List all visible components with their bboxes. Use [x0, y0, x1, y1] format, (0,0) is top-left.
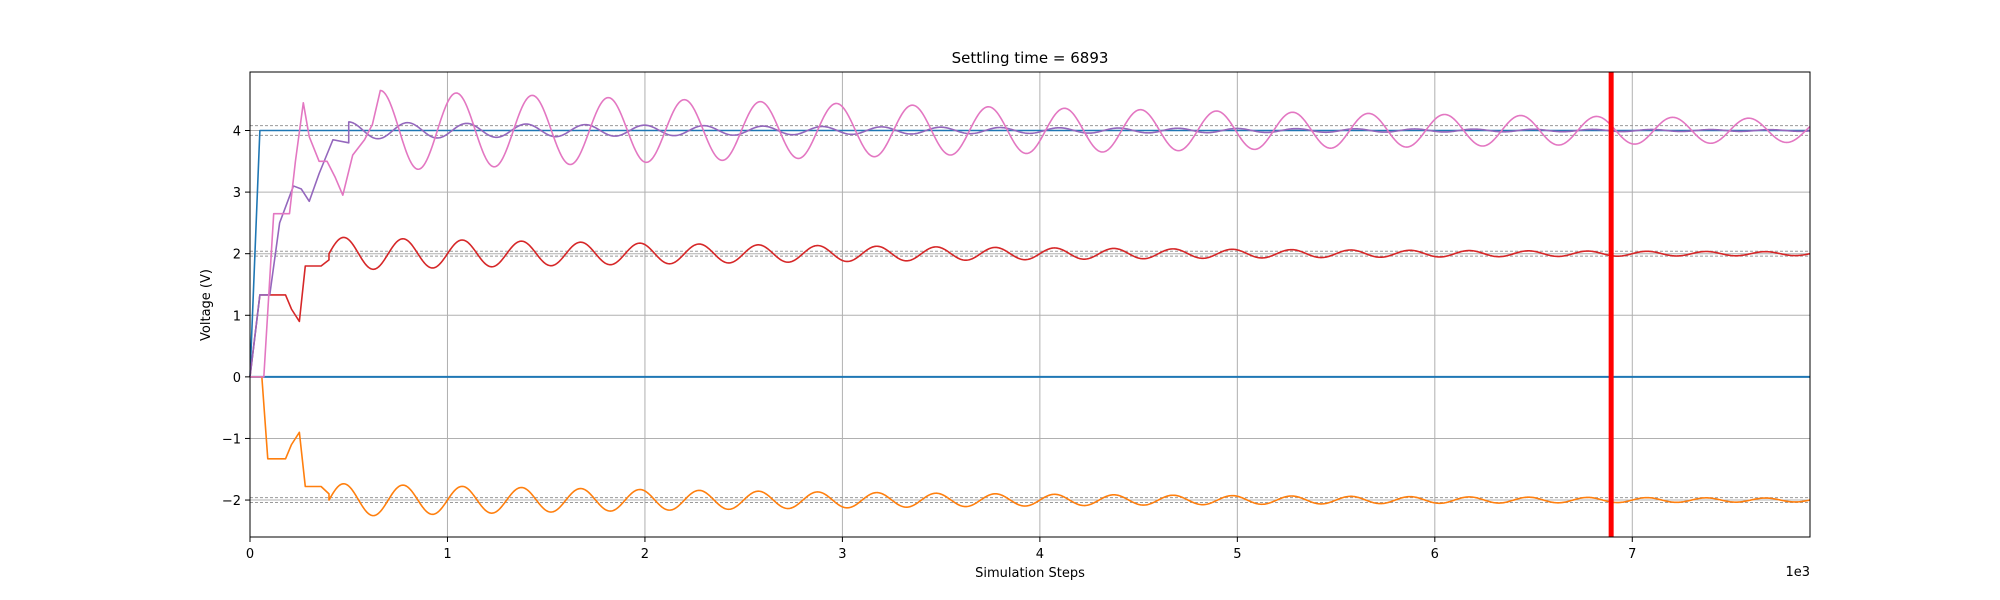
- x-tick-label: 2: [641, 547, 649, 562]
- series-line: [249, 129, 1810, 377]
- y-tick-label: 2: [233, 248, 241, 263]
- series-line: [249, 236, 1811, 377]
- series-line: [250, 376, 1811, 517]
- y-tick-label: 3: [233, 186, 241, 201]
- x-axis-offset-label: 1e3: [1785, 565, 1810, 580]
- series-line: [250, 89, 1811, 378]
- plot-frame: [249, 71, 1811, 538]
- x-tick-label: 0: [246, 547, 254, 562]
- x-tick-label: 3: [838, 547, 846, 562]
- x-tick-label: 7: [1628, 547, 1636, 562]
- tick-layer: 0 1 2 3 4 5 6 7 −2 −1 0 1 2 3 4: [222, 125, 1637, 562]
- y-tick-label: 4: [233, 125, 241, 140]
- x-tick-label: 4: [1036, 547, 1044, 562]
- plot-area: [250, 72, 1810, 537]
- series-layer: [249, 89, 1811, 517]
- x-axis-label: Simulation Steps: [975, 566, 1085, 581]
- y-tick-label: −2: [222, 494, 241, 509]
- y-tick-label: 1: [233, 309, 241, 324]
- x-tick-label: 5: [1233, 547, 1241, 562]
- chart-title: Settling time = 6893: [952, 49, 1109, 67]
- x-tick-label: 6: [1431, 547, 1439, 562]
- series-line: [249, 121, 1811, 377]
- y-tick-label: 0: [233, 371, 241, 386]
- y-axis-label: Voltage (V): [199, 269, 214, 341]
- x-tick-label: 1: [443, 547, 451, 562]
- y-tick-label: −1: [222, 432, 241, 447]
